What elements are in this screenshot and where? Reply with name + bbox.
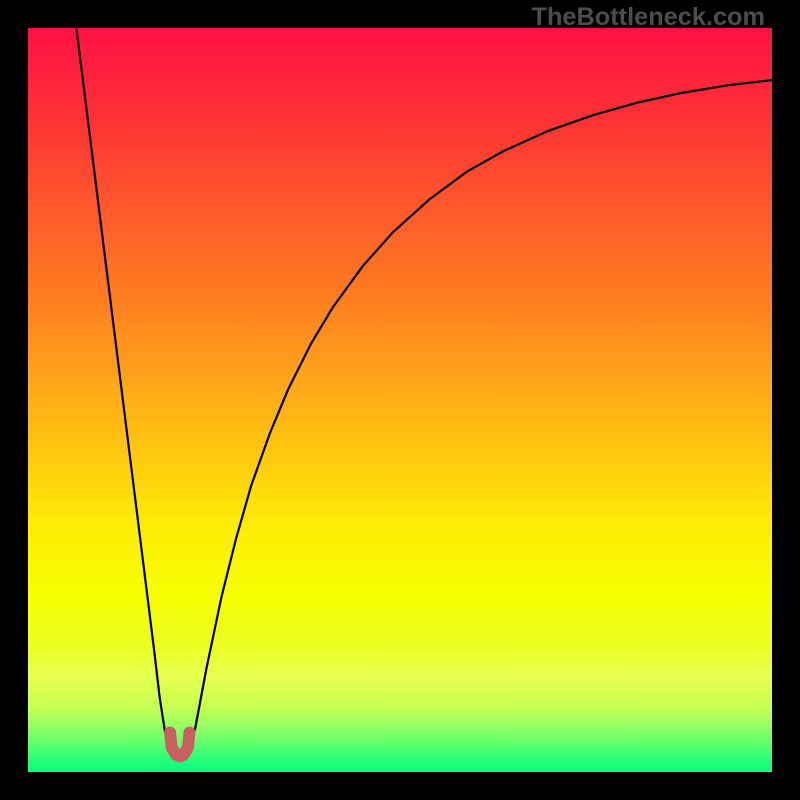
chart-container: TheBottleneck.com [0,0,800,800]
chart-svg [28,28,772,772]
watermark-text: TheBottleneck.com [532,3,766,32]
gradient-background [28,28,772,772]
plot-area [28,28,772,772]
